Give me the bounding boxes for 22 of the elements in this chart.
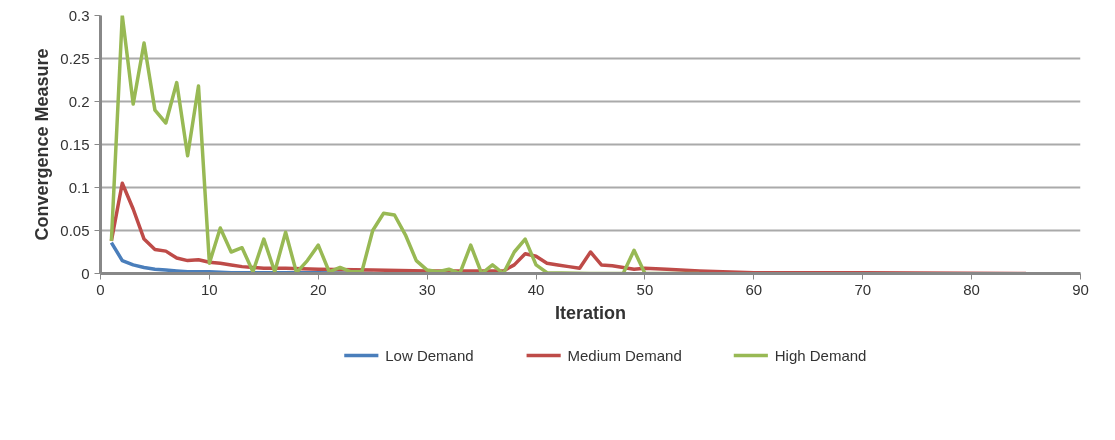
y-tick-label: 0.05 — [60, 221, 90, 239]
x-tick-label: 20 — [309, 280, 327, 298]
y-tick-label: 0.2 — [68, 92, 90, 110]
legend-label: High Demand — [774, 347, 867, 364]
x-tick-label: 0 — [96, 280, 105, 298]
x-tick-label: 30 — [418, 280, 436, 298]
legend-label: Low Demand — [385, 347, 474, 364]
y-tick-label: 0.1 — [68, 178, 90, 196]
legend-label: Medium Demand — [567, 347, 682, 364]
x-axis-title: Iteration — [555, 302, 627, 323]
y-tick-label: 0.25 — [60, 49, 90, 67]
x-tick-label: 70 — [854, 280, 872, 298]
x-tick-label: 10 — [201, 280, 218, 298]
x-tick-label: 40 — [527, 280, 545, 298]
y-tick-label: 0.3 — [68, 6, 90, 24]
y-tick-label: 0 — [81, 264, 90, 282]
y-axis-title: Convergence Measure — [32, 48, 53, 241]
x-tick-label: 50 — [636, 280, 654, 298]
x-tick-label: 80 — [963, 280, 980, 298]
x-tick-label: 60 — [745, 280, 763, 298]
x-tick-label: 90 — [1072, 280, 1089, 298]
y-tick-label: 0.15 — [60, 135, 90, 153]
